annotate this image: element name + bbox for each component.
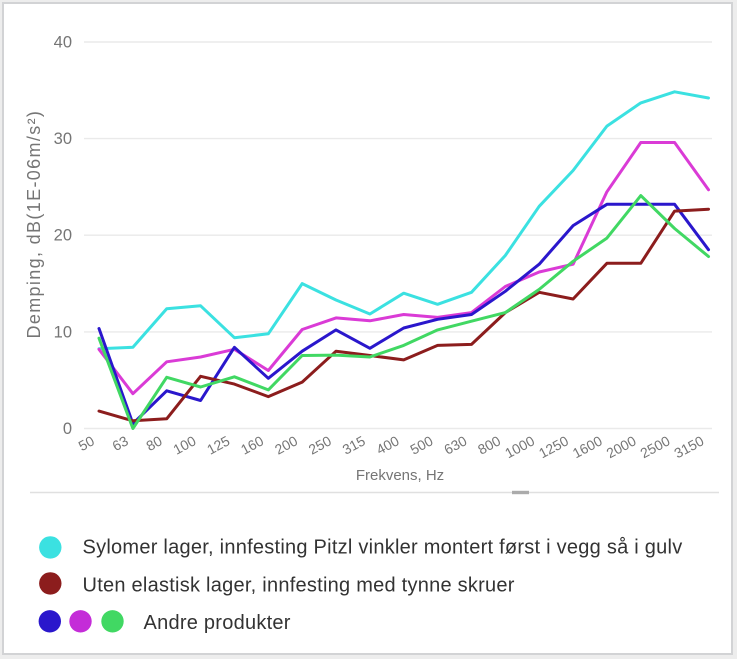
svg-text:1250: 1250: [536, 432, 571, 461]
svg-text:80: 80: [143, 432, 164, 454]
svg-text:Uten elastisk lager, innfestin: Uten elastisk lager, innfesting med tynn…: [83, 574, 515, 596]
svg-text:315: 315: [340, 432, 368, 457]
svg-text:200: 200: [272, 432, 300, 457]
svg-text:1600: 1600: [570, 432, 605, 461]
svg-text:Sylomer lager, innfesting Pitz: Sylomer lager, innfesting Pitzl vinkler …: [83, 536, 683, 558]
svg-text:1000: 1000: [502, 432, 537, 461]
svg-text:Demping, dB(1E-06m/s²): Demping, dB(1E-06m/s²): [24, 110, 44, 339]
svg-text:63: 63: [110, 432, 131, 454]
svg-text:20: 20: [54, 227, 72, 245]
svg-text:160: 160: [238, 432, 266, 457]
svg-text:10: 10: [54, 323, 72, 341]
svg-text:3150: 3150: [671, 432, 706, 461]
svg-text:250: 250: [306, 432, 334, 457]
svg-text:500: 500: [407, 432, 435, 457]
svg-text:800: 800: [475, 432, 503, 457]
svg-text:Frekvens, Hz: Frekvens, Hz: [356, 467, 444, 484]
svg-text:125: 125: [204, 432, 232, 457]
svg-text:100: 100: [170, 432, 198, 457]
svg-text:50: 50: [76, 432, 97, 454]
svg-text:Andre produkter: Andre produkter: [144, 612, 291, 634]
svg-text:2500: 2500: [637, 432, 672, 461]
svg-text:630: 630: [441, 432, 469, 457]
svg-text:2000: 2000: [604, 432, 639, 461]
svg-text:0: 0: [63, 420, 72, 438]
svg-text:40: 40: [54, 34, 72, 52]
svg-text:30: 30: [54, 130, 72, 148]
svg-text:400: 400: [373, 432, 401, 457]
